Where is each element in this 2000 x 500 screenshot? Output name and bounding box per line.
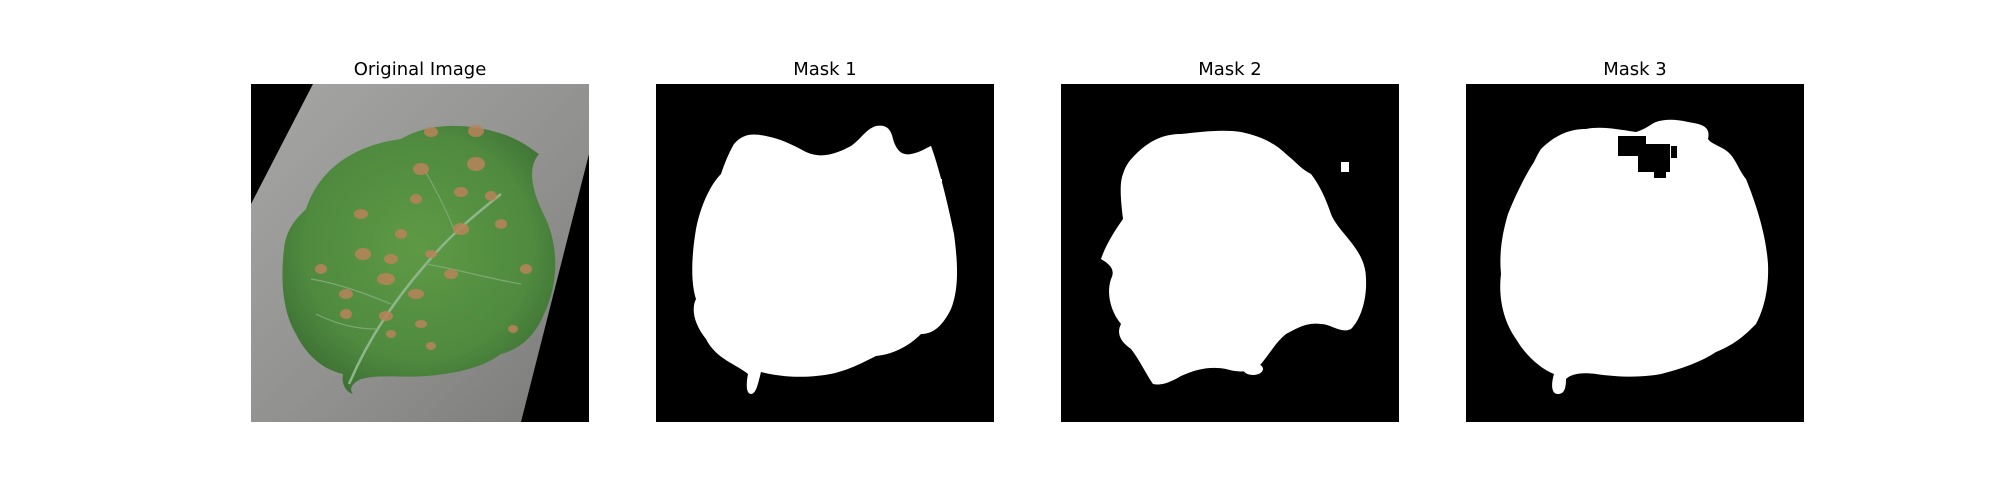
- mask-2-title: Mask 2: [1198, 59, 1262, 80]
- mask-2-blob: [1243, 363, 1263, 375]
- mask-1-fragment: [936, 179, 942, 197]
- mask-1-image: [656, 84, 994, 422]
- mask-3-foreground: [1500, 119, 1769, 394]
- mask-2-panel: [1061, 84, 1399, 422]
- leaf-photo-image: [251, 84, 589, 422]
- mask-2-image: [1061, 84, 1399, 422]
- leaf-vein: [310, 278, 392, 305]
- original-image-panel: [251, 84, 589, 422]
- mask-3-title: Mask 3: [1603, 59, 1667, 80]
- leaf-vein: [425, 263, 522, 285]
- mask-3-panel: [1466, 84, 1804, 422]
- mask-2-fragment: [1121, 189, 1131, 197]
- mask-3-image: [1466, 84, 1804, 422]
- mask-3-hole: [1671, 146, 1677, 158]
- original-image-title: Original Image: [353, 59, 487, 80]
- mask-2-fragment: [1341, 162, 1349, 172]
- leaf-vein: [315, 313, 377, 330]
- lesion-spots: [315, 125, 532, 350]
- mask-1-panel: [656, 84, 994, 422]
- leaf-midrib: [347, 193, 502, 385]
- mask-3-hole: [1638, 144, 1670, 172]
- mask-1-title: Mask 1: [793, 59, 857, 80]
- mask-3-hole: [1654, 170, 1666, 178]
- mask-1-foreground: [692, 125, 958, 394]
- mask-2-foreground: [1101, 130, 1367, 385]
